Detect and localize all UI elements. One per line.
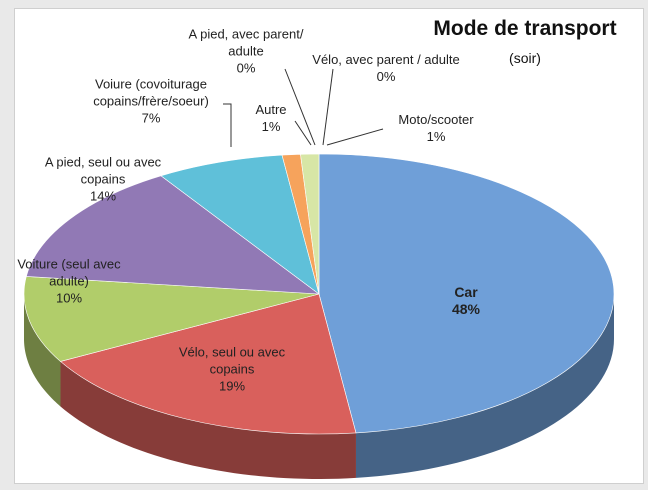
chart	[23, 68, 615, 479]
value-label: 19%	[218, 378, 246, 394]
slice-label: Vélo, seul ou avec copains 19%	[157, 344, 307, 395]
chart-title: Mode de transport	[433, 17, 617, 40]
category-label: Vélo, seul ou avec copains	[178, 344, 286, 377]
slice-label: Voiture (seul avec adulte) 10%	[14, 256, 124, 307]
value-label: 14%	[89, 188, 117, 204]
value-label: 7%	[141, 110, 161, 126]
slice	[318, 153, 615, 434]
leader-line	[326, 128, 384, 146]
category-label: Vélo, avec parent / adulte	[312, 52, 460, 67]
value-label: 10%	[55, 290, 83, 306]
category-label: Moto/scooter	[398, 112, 474, 127]
value-label: 48%	[451, 301, 481, 317]
slice-side	[24, 294, 61, 407]
value-label: 1%	[426, 129, 446, 144]
category-label: Voiture (seul avec adulte)	[17, 256, 121, 289]
slice	[23, 276, 320, 362]
slice	[300, 153, 320, 295]
leader-line	[322, 68, 334, 146]
leader-line	[223, 103, 232, 147]
slice	[25, 175, 320, 295]
slice-label: A pied, seul ou avec copains 14%	[28, 154, 178, 205]
slice-label: Car 48%	[426, 284, 506, 318]
slice-label: Voiure (covoiturage copains/frère/soeur)…	[66, 76, 236, 127]
slice-side	[60, 361, 356, 479]
slice-label: Autre 1%	[246, 101, 296, 135]
chart-frame: Mode de transport (soir) Car 48% Vélo, seu…	[14, 8, 644, 484]
leader-line	[294, 120, 312, 146]
category-label: A pied, avec parent/ adulte	[188, 26, 304, 59]
slice-label: Moto/scooter 1%	[376, 111, 496, 145]
category-label: Car	[454, 284, 478, 300]
value-label: 0%	[376, 69, 396, 84]
category-label: A pied, seul ou avec copains	[44, 154, 162, 187]
slice	[160, 154, 320, 295]
chart-subtitle: (soir)	[509, 50, 541, 66]
slice-side	[355, 294, 614, 478]
value-label: 0%	[236, 60, 256, 76]
category-label: Autre	[255, 102, 287, 117]
slice-label: Vélo, avec parent / adulte 0%	[311, 51, 461, 85]
leader-line	[284, 68, 316, 146]
value-label: 1%	[261, 119, 281, 134]
slice	[59, 293, 357, 435]
slice-label: A pied, avec parent/ adulte 0%	[171, 26, 321, 77]
category-label: Voiure (covoiturage copains/frère/soeur)	[93, 76, 209, 109]
